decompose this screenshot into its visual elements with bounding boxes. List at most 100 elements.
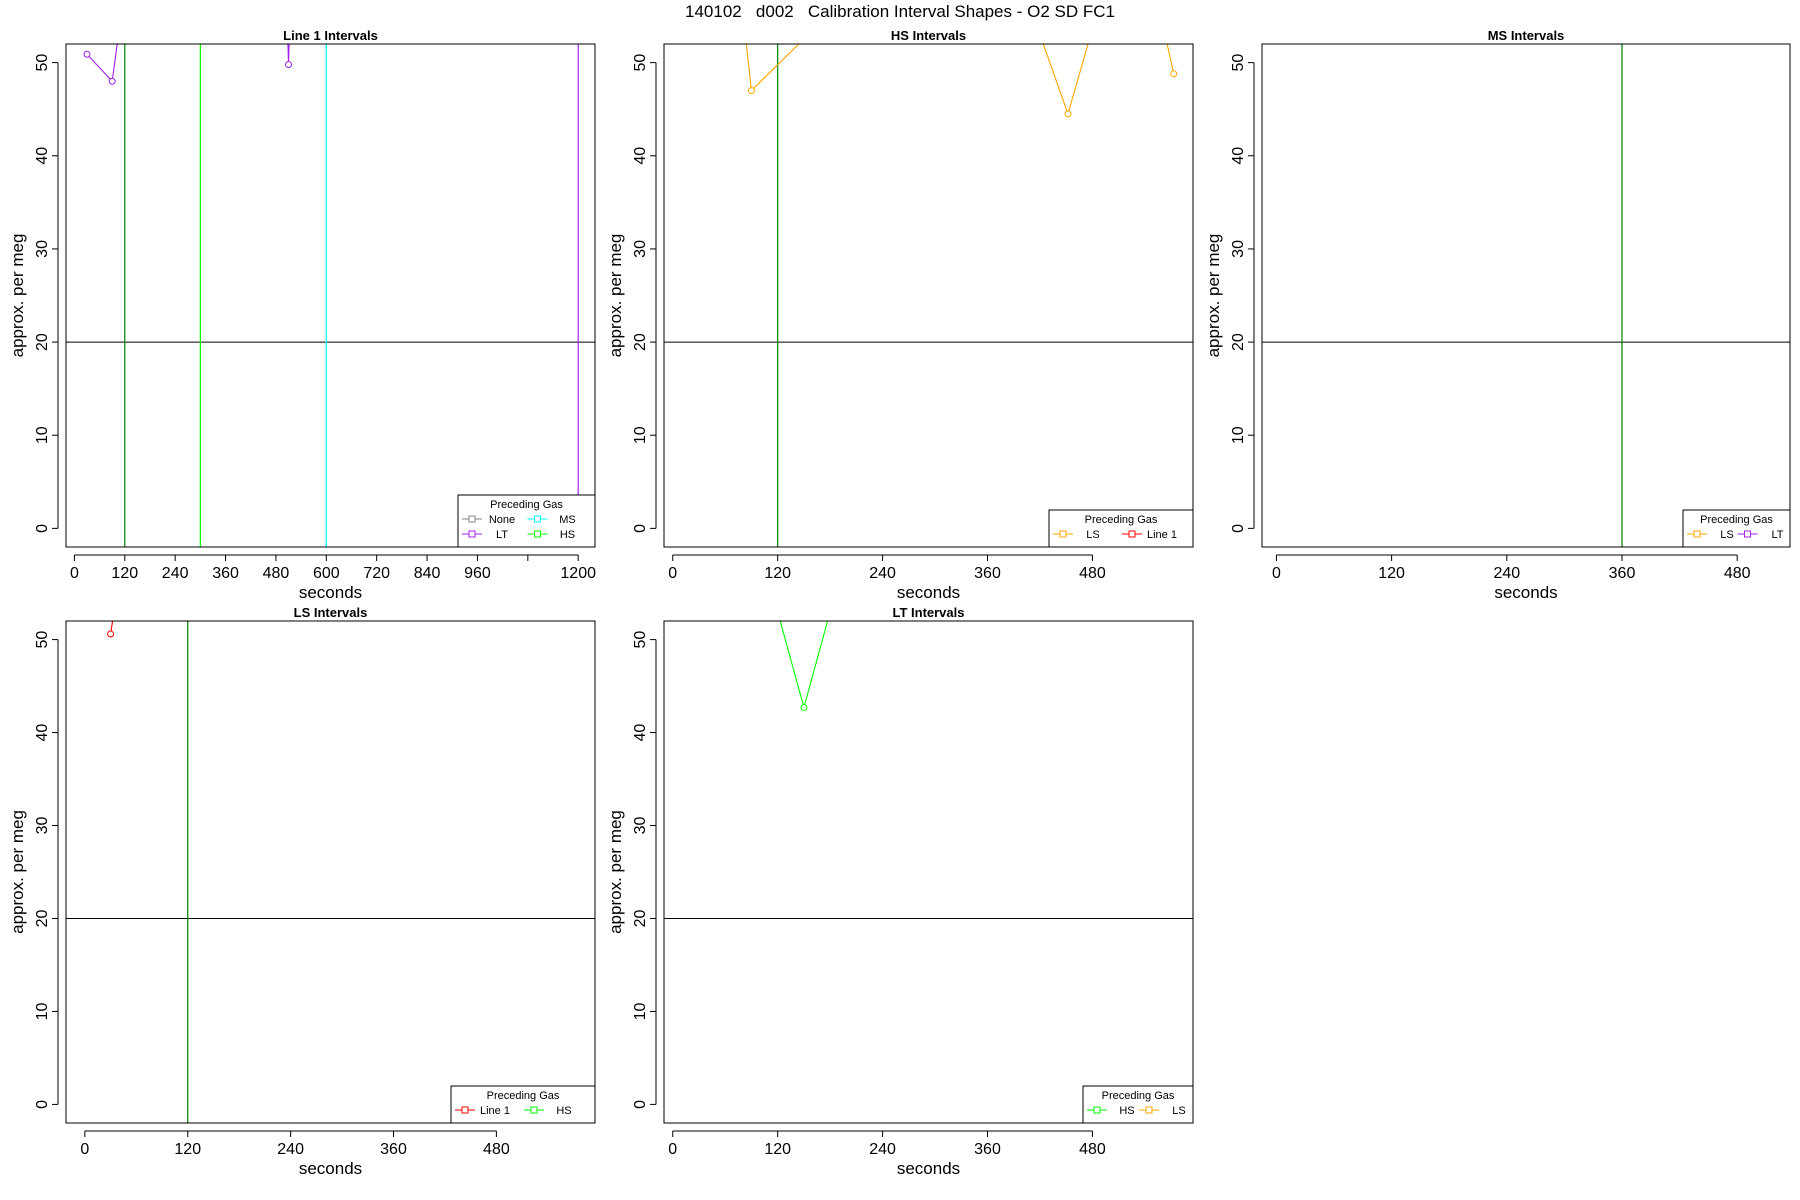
plot-frame: [1261, 43, 1791, 548]
legend-swatch-marker: [461, 1106, 469, 1114]
plot-frame: [663, 43, 1194, 548]
data-point: [1064, 110, 1072, 118]
data-point: [83, 50, 91, 58]
x-tick-label: 120: [764, 565, 791, 582]
legend-box: [450, 1085, 596, 1124]
legend-swatch-marker: [468, 515, 476, 523]
legend-swatch-marker: [468, 530, 476, 538]
legend-swatch-marker: [534, 530, 541, 538]
x-tick-label: 960: [464, 565, 491, 582]
panel-title: Line 1 Intervals: [283, 28, 378, 43]
x-tick-label: 0: [668, 565, 677, 582]
x-tick-label: 480: [1079, 1141, 1106, 1158]
x-axis-label: seconds: [897, 583, 960, 602]
x-tick-label: 480: [1724, 565, 1751, 582]
plot-area: [66, 621, 595, 1123]
legend-label: HS: [556, 1105, 571, 1117]
x-tick-label: 240: [869, 1141, 896, 1158]
legend-label: LT: [496, 529, 508, 541]
y-tick-label: 0: [632, 524, 649, 533]
y-tick-label: 20: [34, 909, 51, 927]
plot-area: [664, 621, 1193, 919]
y-tick-label: 20: [1230, 333, 1247, 351]
chart-panel-3: MS Intervals 0 120 240 360 480 seconds 0 10 20 30 4…: [1204, 28, 1791, 602]
x-tick-label: 0: [70, 565, 79, 582]
legend-swatch-marker: [1059, 530, 1067, 538]
legend-swatch-marker: [1744, 530, 1751, 538]
series-line: [1042, 44, 1089, 116]
plot-frame: [65, 43, 596, 548]
data-point: [1170, 70, 1178, 78]
y-tick-label: 0: [632, 1100, 649, 1109]
legend-swatch-marker: [1145, 1106, 1153, 1114]
plot-area: [664, 44, 1193, 547]
y-axis-label: approx. per meg: [8, 810, 27, 934]
y-tick-label: 40: [1230, 147, 1247, 165]
y-tick-label: 10: [632, 426, 649, 444]
x-tick-label: 600: [313, 565, 340, 582]
legend-label: Line 1: [480, 1105, 510, 1117]
x-axis-label: seconds: [1494, 583, 1557, 602]
x-tick-label: 240: [869, 565, 896, 582]
legend-label: LT: [1771, 529, 1783, 541]
x-tick-label: 360: [974, 1141, 1001, 1158]
legend-title: Preceding Gas: [1700, 514, 1773, 526]
x-tick-label: 120: [764, 1141, 791, 1158]
y-axis-label: approx. per meg: [1204, 234, 1223, 358]
x-tick-label: 360: [1609, 565, 1636, 582]
data-point: [108, 77, 116, 85]
legend-label: HS: [1119, 1105, 1134, 1117]
legend-label: HS: [560, 529, 575, 541]
legend-title: Preceding Gas: [1085, 514, 1158, 526]
y-tick-label: 10: [34, 1002, 51, 1020]
plot-frame: [65, 620, 596, 1124]
y-tick-label: 0: [34, 524, 51, 533]
y-tick-label: 30: [1230, 240, 1247, 258]
legend-label: LS: [1086, 529, 1099, 541]
y-tick-label: 40: [34, 724, 51, 742]
legend: Preceding Gas LS Line 1: [1048, 509, 1194, 548]
series-line: [779, 621, 829, 710]
y-axis-label: approx. per meg: [606, 810, 625, 934]
x-axis-label: seconds: [299, 1159, 362, 1178]
x-tick-label: 240: [162, 565, 189, 582]
y-tick-label: 50: [34, 54, 51, 72]
y-tick-label: 10: [34, 426, 51, 444]
panel-title: HS Intervals: [891, 28, 966, 43]
y-tick-label: 10: [1230, 426, 1247, 444]
y-tick-label: 20: [632, 333, 649, 351]
x-tick-label: 240: [277, 1141, 304, 1158]
chart-panel-1: Line 1 Intervals 0 120 240 360 480 600 720 840 96…: [8, 28, 596, 602]
legend: Preceding Gas Line 1 HS: [450, 1085, 596, 1124]
x-tick-label: 0: [1272, 565, 1281, 582]
chart-panel-5: LT Intervals 0 120 240 360 480 seconds 0 10 20 30 4…: [606, 605, 1194, 1178]
y-axis-label: approx. per meg: [606, 234, 625, 358]
y-tick-label: 50: [632, 631, 649, 649]
legend-swatch-marker: [1093, 1106, 1101, 1114]
legend-title: Preceding Gas: [1102, 1090, 1175, 1102]
panel-title: LS Intervals: [294, 605, 368, 620]
x-tick-label: 120: [174, 1141, 201, 1158]
x-tick-label: 1200: [560, 565, 596, 582]
x-tick-label: 360: [380, 1141, 407, 1158]
legend-title: Preceding Gas: [487, 1090, 560, 1102]
series-line: [86, 44, 118, 83]
legend-swatch-marker: [534, 515, 541, 523]
chart-panel-4: LS Intervals 0 120 240 360 480 seconds 0 10 20 30 4…: [8, 605, 596, 1178]
data-point: [285, 60, 293, 68]
y-tick-label: 50: [34, 631, 51, 649]
figure-title: 140102 d002 Calibration Interval Shapes …: [685, 2, 1115, 21]
legend-label: MS: [559, 514, 576, 526]
x-tick-label: 720: [363, 565, 390, 582]
x-axis-label: seconds: [299, 583, 362, 602]
series-line: [745, 44, 800, 92]
y-axis-label: approx. per meg: [8, 234, 27, 358]
legend: Preceding Gas None LT MS HS: [457, 494, 596, 548]
y-tick-label: 20: [34, 333, 51, 351]
y-tick-label: 50: [1230, 54, 1247, 72]
legend-box: [1082, 1085, 1194, 1124]
x-tick-label: 360: [974, 565, 1001, 582]
plot-area: [66, 44, 595, 547]
x-tick-label: 0: [80, 1141, 89, 1158]
